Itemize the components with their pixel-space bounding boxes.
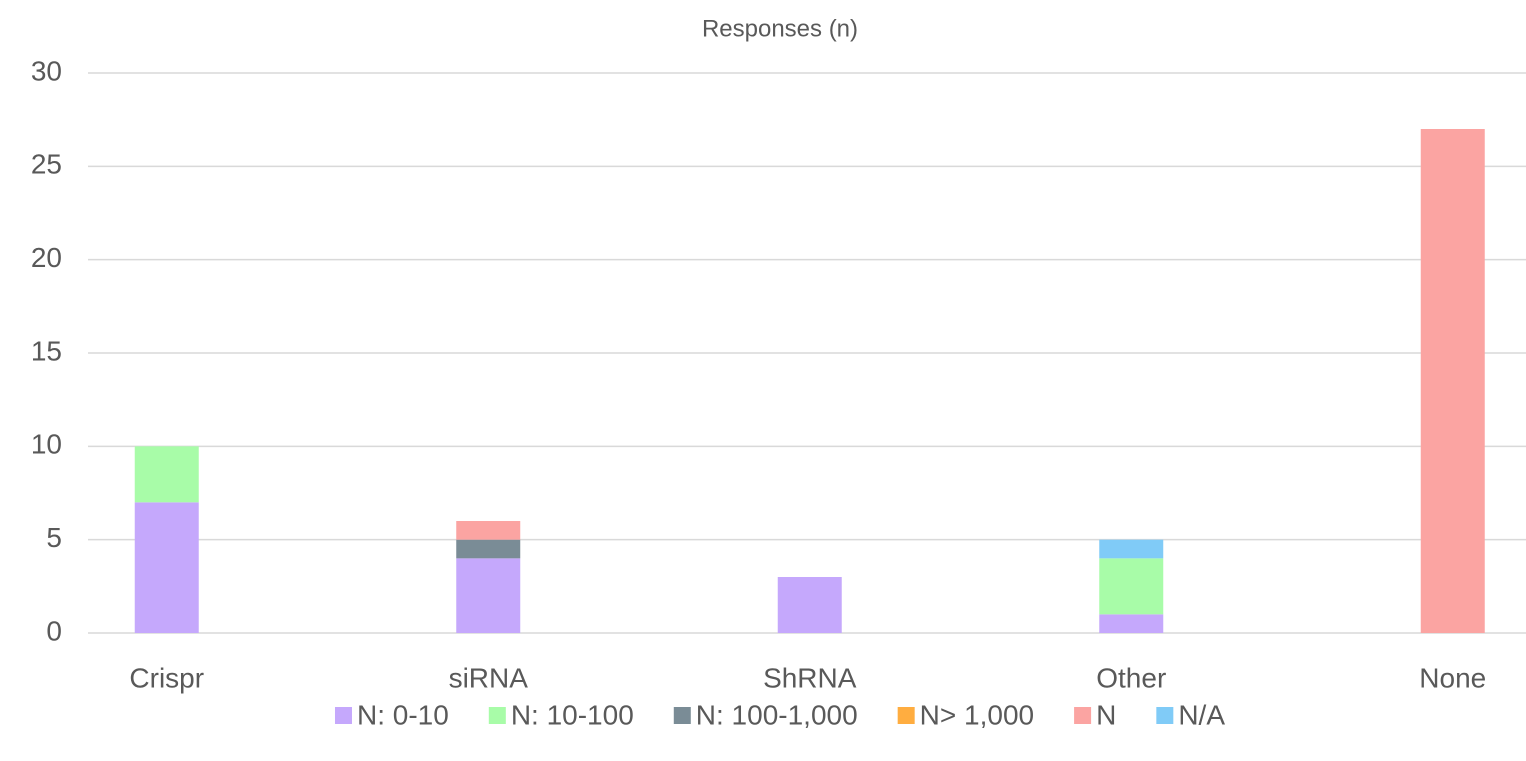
legend-swatch [334,707,352,724]
x-tick-label: ShRNA [763,662,857,693]
chart-title: Responses (n) [702,15,858,42]
x-tick-label: None [1419,662,1486,693]
legend-label: N> 1,000 [920,699,1034,730]
legend-swatch [488,707,506,724]
legend-label: N: 10-100 [511,699,634,730]
x-tick-label: siRNA [449,662,529,693]
y-tick-label: 25 [31,149,62,180]
x-tick-label: Other [1096,662,1166,693]
y-tick-label: 30 [31,55,62,86]
legend-swatch [897,707,915,724]
legend-label: N: 100-1,000 [696,699,858,730]
bar-segment [456,521,521,540]
bar-segment [777,577,842,633]
legend-label: N: 0-10 [357,699,449,730]
legend-swatch [1074,707,1092,724]
y-tick-label: 0 [46,615,62,646]
y-tick-label: 15 [31,335,62,366]
y-tick-label: 20 [31,242,62,273]
x-tick-label: Crispr [129,662,204,693]
bar-segment [1099,558,1164,615]
legend-label: N [1096,699,1116,730]
legend-label: N/A [1178,699,1225,730]
bar-segment [134,446,199,503]
bar-segment [1420,129,1485,633]
bar-segment [1099,614,1164,633]
legend-swatch [673,707,691,724]
bar-segment [134,502,199,633]
legend-swatch [1156,707,1174,724]
y-tick-label: 5 [46,522,62,553]
bar-segment [1099,539,1164,559]
bar-segment [456,558,521,633]
bar-segment [456,539,521,559]
y-tick-label: 10 [31,429,62,460]
